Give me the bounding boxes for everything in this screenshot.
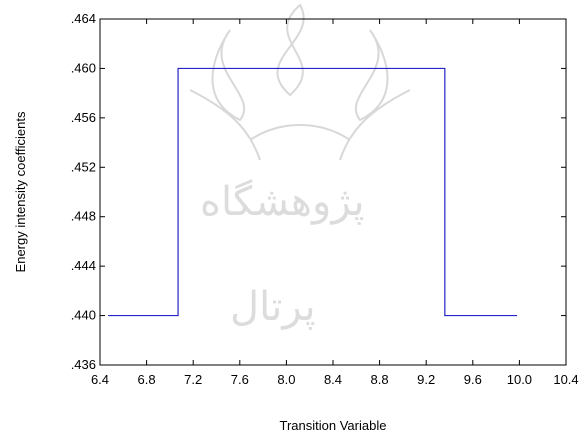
x-tick-label: 6.4 [91,372,109,387]
y-tick-label: .436 [71,357,96,372]
x-tick-label: 8.0 [277,372,295,387]
y-axis-label: Energy intensity coefficients [13,111,28,272]
x-tick-label: 9.2 [417,372,435,387]
ticks-layer: .436 .440 .444 .448 .452 .456 .460 .464 6.4 6.8 7.… [71,11,579,387]
series-layer [108,67,518,317]
svg-text:پرتال: پرتال [230,284,316,330]
y-tick-label: .444 [71,258,96,273]
x-tick-label: 8.8 [371,372,389,387]
y-tick-label: .460 [71,60,96,75]
y-tick-label: .464 [71,11,96,26]
x-tick-label: 10.4 [553,372,578,387]
y-tick-label: .440 [71,308,96,323]
x-tick-label: 7.6 [231,372,249,387]
x-tick-label: 7.2 [184,372,202,387]
y-tick-label: .452 [71,159,96,174]
x-tick-label: 6.8 [138,372,156,387]
x-tick-label: 8.4 [324,372,342,387]
x-axis-label: Transition Variable [280,418,387,433]
x-tick-label: 9.6 [464,372,482,387]
series-line [108,67,518,317]
watermark: پژوهشگاه پرتال [189,3,411,330]
x-tick-label: 10.0 [507,372,532,387]
y-tick-label: .456 [71,110,96,125]
svg-text:پژوهشگاه: پژوهشگاه [200,179,365,225]
y-tick-label: .448 [71,209,96,224]
